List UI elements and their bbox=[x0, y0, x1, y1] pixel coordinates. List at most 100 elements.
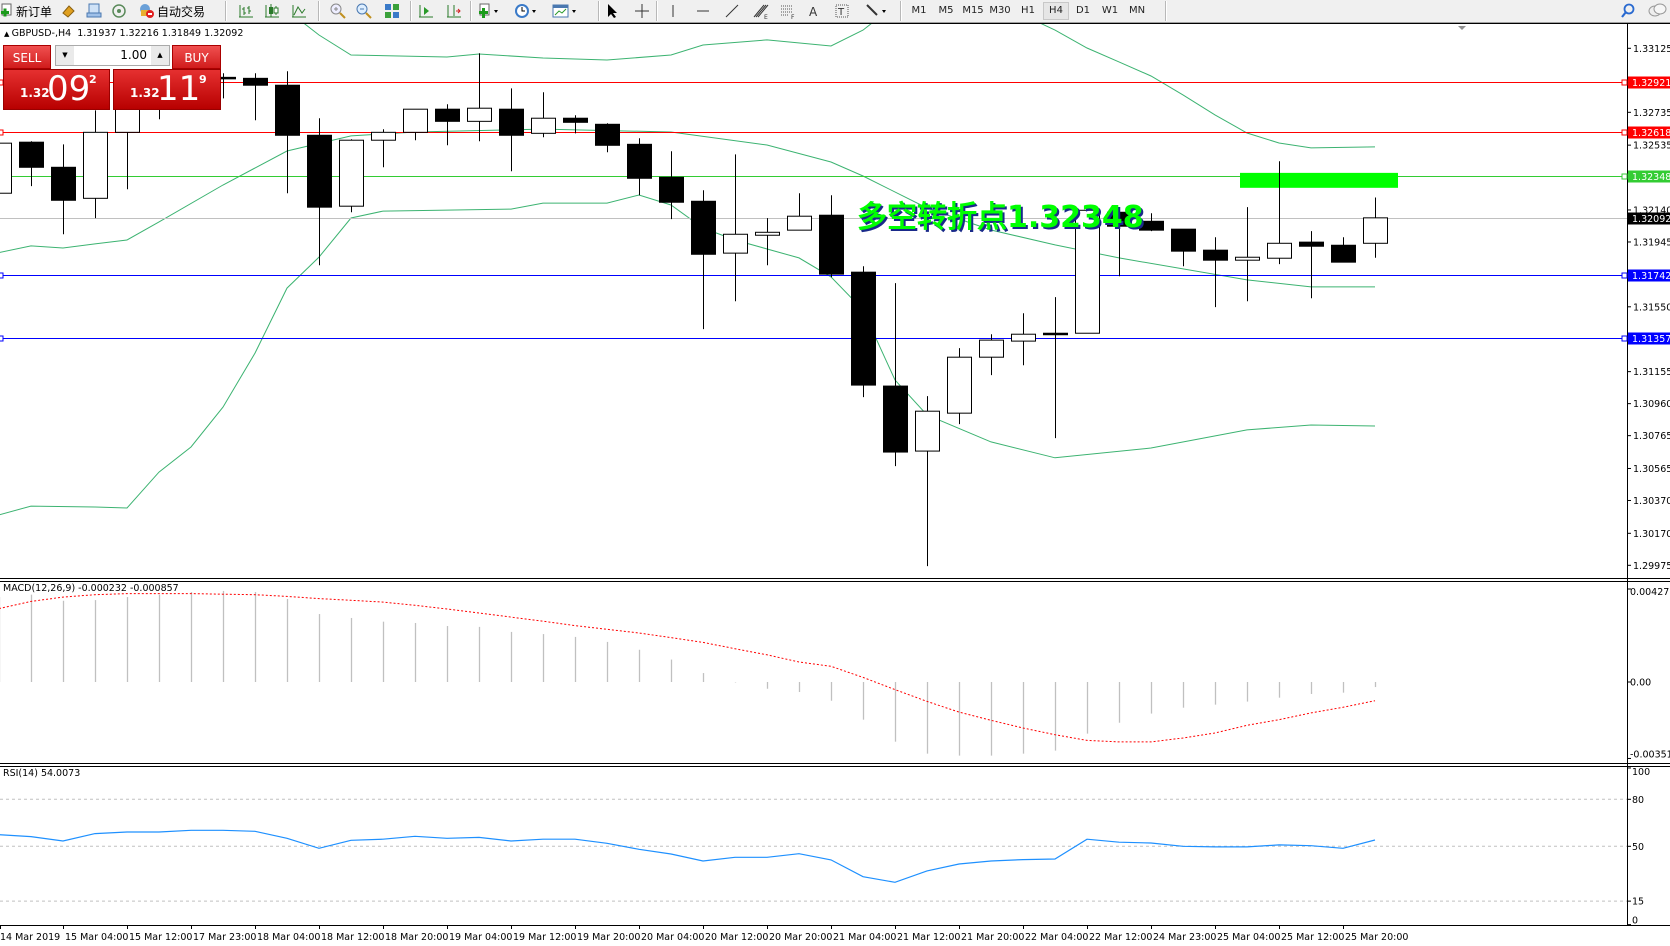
chart-shift-marker-icon[interactable] bbox=[1458, 26, 1466, 30]
new-order-button[interactable]: 新订单 bbox=[1, 2, 52, 20]
tile-windows-button[interactable] bbox=[384, 2, 400, 20]
zoom-out-button[interactable] bbox=[356, 2, 372, 20]
price-tick-label: 1.30170 bbox=[1633, 529, 1670, 540]
time-tick-label: 20 Mar 20:00 bbox=[769, 932, 832, 943]
vertical-line-button[interactable] bbox=[668, 2, 678, 20]
pivot-zone-rect[interactable] bbox=[1240, 172, 1398, 188]
pivot-annotation[interactable]: 多空转折点1.32348 bbox=[857, 200, 1144, 235]
price-tick-label: 1.30765 bbox=[1633, 431, 1670, 442]
candle-body-bull bbox=[403, 108, 428, 133]
price-tick-label: 1.30960 bbox=[1633, 399, 1670, 410]
search-button[interactable] bbox=[1620, 2, 1636, 20]
candle bbox=[659, 151, 684, 220]
data-window-button[interactable] bbox=[86, 2, 102, 20]
navigator-button[interactable] bbox=[111, 2, 127, 20]
candle bbox=[243, 73, 268, 121]
text-icon: A bbox=[808, 3, 820, 19]
buy-button[interactable]: BUY bbox=[172, 45, 221, 69]
text-label-button[interactable]: T bbox=[835, 2, 849, 20]
buy-price-prefix: 1.32 bbox=[130, 86, 160, 100]
time-tick-label: 25 Mar 20:00 bbox=[1345, 932, 1408, 943]
level-handle-right[interactable] bbox=[1621, 335, 1628, 342]
candle bbox=[1363, 197, 1388, 258]
candle-body-bull bbox=[339, 139, 364, 207]
rsi-line bbox=[0, 829, 1376, 883]
collapse-triangle-icon[interactable]: ▲ bbox=[4, 30, 12, 38]
zoom-out-icon bbox=[356, 3, 372, 19]
candle-body-bear bbox=[851, 271, 876, 386]
toolbar-divider bbox=[1165, 1, 1167, 21]
pivot-zone[interactable] bbox=[1240, 172, 1398, 188]
candle bbox=[1267, 161, 1292, 265]
sell-price-box[interactable]: 1.32 09 2 bbox=[3, 69, 110, 110]
period-m1-button[interactable]: M1 bbox=[911, 5, 927, 16]
trendline-button[interactable] bbox=[724, 2, 740, 20]
horizontal-levels[interactable] bbox=[0, 79, 1628, 342]
sell-button[interactable]: SELL bbox=[3, 45, 51, 69]
market-watch-icon bbox=[60, 3, 76, 19]
time-tick-label: 14 Mar 2019 bbox=[0, 932, 60, 943]
chart-shift-button[interactable] bbox=[446, 2, 462, 20]
period-h1-button[interactable]: H1 bbox=[1021, 5, 1035, 16]
templates-button[interactable] bbox=[552, 2, 578, 20]
arrows-button[interactable] bbox=[864, 2, 890, 20]
main-pane[interactable] bbox=[0, 24, 1627, 578]
level-price-tag bbox=[1628, 332, 1670, 345]
line-chart-icon bbox=[291, 3, 307, 19]
level-handle-left[interactable] bbox=[0, 272, 4, 279]
level-handle-right[interactable] bbox=[1621, 173, 1628, 180]
rsi-tick-label: 50 bbox=[1632, 842, 1644, 853]
time-tick-label: 18 Mar 20:00 bbox=[385, 932, 448, 943]
level-handle-left[interactable] bbox=[0, 335, 4, 342]
periods-button[interactable] bbox=[514, 2, 538, 20]
candle bbox=[19, 141, 44, 187]
bar-chart-button[interactable] bbox=[238, 2, 254, 20]
period-m30-button[interactable]: M30 bbox=[989, 5, 1011, 16]
chat-button[interactable] bbox=[1647, 2, 1667, 20]
candle-body-bear bbox=[1139, 220, 1164, 231]
candle-body-bull bbox=[371, 131, 396, 141]
auto-trading-button[interactable]: 自动交易 bbox=[138, 2, 205, 20]
level-price-label: 1.31742 bbox=[1632, 271, 1670, 282]
period-m5-button[interactable]: M5 bbox=[938, 5, 954, 16]
text-button[interactable]: A bbox=[808, 2, 820, 20]
line-chart-button[interactable] bbox=[291, 2, 307, 20]
bollinger-upper-line bbox=[304, 24, 1376, 149]
zoom-in-button[interactable] bbox=[330, 2, 346, 20]
autoscroll-button[interactable] bbox=[418, 2, 434, 20]
candle bbox=[1043, 297, 1068, 439]
market-watch-button[interactable] bbox=[60, 2, 76, 20]
chat-icon bbox=[1647, 3, 1667, 19]
time-tick-label: 25 Mar 12:00 bbox=[1281, 932, 1344, 943]
period-w1-button[interactable]: W1 bbox=[1101, 5, 1119, 16]
level-handle-left[interactable] bbox=[0, 129, 4, 136]
candle-body-bear bbox=[1107, 211, 1132, 227]
indicators-button[interactable] bbox=[478, 2, 500, 20]
auto-trading-icon bbox=[138, 3, 155, 19]
period-m15-button[interactable]: M15 bbox=[962, 5, 984, 16]
crosshair-button[interactable] bbox=[634, 2, 650, 20]
period-d1-button[interactable]: D1 bbox=[1075, 5, 1091, 16]
candle bbox=[1299, 231, 1324, 299]
level-handle-right[interactable] bbox=[1621, 272, 1628, 279]
level-handle-right[interactable] bbox=[1621, 129, 1628, 136]
candle-body-bear bbox=[1171, 228, 1196, 252]
auto-trading-label: 自动交易 bbox=[157, 4, 206, 19]
lot-decrease-button[interactable]: ▼ bbox=[56, 46, 74, 65]
level-handle-right[interactable] bbox=[1621, 79, 1628, 86]
lot-increase-button[interactable]: ▲ bbox=[151, 46, 169, 65]
candlestick-button[interactable] bbox=[264, 2, 280, 20]
candle-body-bear bbox=[1043, 332, 1068, 336]
lot-size-field[interactable]: ▼ 1.00 ▲ bbox=[55, 45, 170, 66]
period-h4-button[interactable]: H4 bbox=[1043, 2, 1069, 20]
fibonacci-button[interactable]: E bbox=[752, 2, 770, 20]
cursor-button[interactable] bbox=[605, 2, 619, 20]
horizontal-line-button[interactable] bbox=[695, 2, 711, 20]
period-mn-button[interactable]: MN bbox=[1128, 5, 1146, 16]
fibo-fan-button[interactable]: F bbox=[779, 2, 797, 20]
buy-price-box[interactable]: 1.32 11 9 bbox=[113, 69, 221, 110]
candle bbox=[0, 142, 12, 194]
price-tick-label: 1.30565 bbox=[1633, 464, 1670, 475]
price-tick-label: 1.32535 bbox=[1633, 141, 1670, 152]
